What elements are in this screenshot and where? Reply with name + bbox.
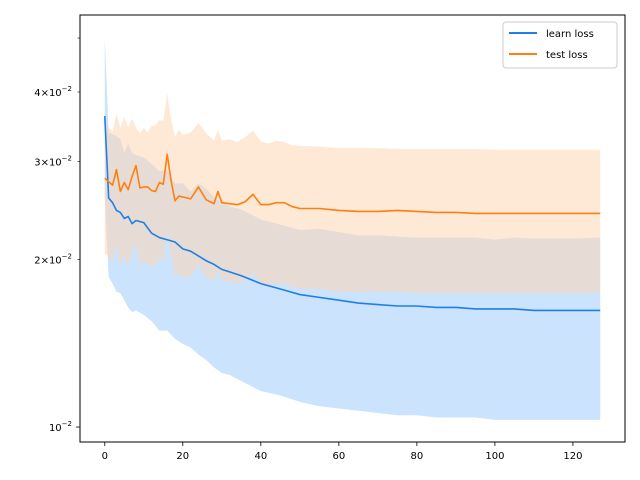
x-tick-label-40: 40 <box>254 451 267 462</box>
legend-label-learn-loss: learn loss <box>546 29 594 40</box>
x-tick-label-0: 0 <box>102 451 108 462</box>
x-tick-label-20: 20 <box>176 451 189 462</box>
x-tick-label-80: 80 <box>411 451 424 462</box>
plot-frame <box>79 14 626 443</box>
y-tick-label-minor: 4×10−2 <box>34 85 72 99</box>
band-test-loss <box>104 93 601 294</box>
y-tick-label-minor: 3×10−2 <box>34 155 72 169</box>
y-tick-label-minor: 2×10−2 <box>34 253 72 267</box>
confidence-bands <box>104 38 601 420</box>
legend: learn loss test loss <box>502 21 618 69</box>
line-learn-loss <box>103 116 601 312</box>
band-learn-loss <box>104 38 601 420</box>
x-tick-label-120: 120 <box>563 451 582 462</box>
x-axis: 0 20 40 60 80 100 120 <box>102 442 582 462</box>
series-lines <box>103 116 601 312</box>
x-tick-label-60: 60 <box>332 451 345 462</box>
y-tick-label-major: 10−2 <box>49 420 72 434</box>
line-test-loss <box>104 153 601 215</box>
y-axis: 10−2 2×10−2 3×10−2 4×10−2 <box>34 37 80 434</box>
legend-label-test-loss: test loss <box>546 50 588 61</box>
x-tick-label-100: 100 <box>485 451 504 462</box>
